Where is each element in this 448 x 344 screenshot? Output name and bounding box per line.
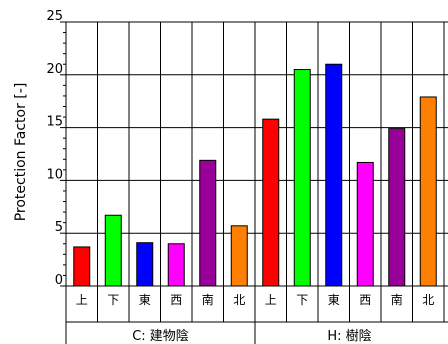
category-label: 北 <box>233 293 245 307</box>
bar <box>104 214 122 287</box>
y-tick-label: 25 <box>46 9 63 24</box>
category-label: 下 <box>296 293 308 307</box>
y-tick-label: 5 <box>55 220 63 235</box>
group-label: C: 建物陰 <box>132 329 189 344</box>
group-label: H: 樹陰 <box>327 329 371 344</box>
bar <box>167 243 185 287</box>
category-label: 南 <box>391 292 403 307</box>
axes <box>60 21 448 344</box>
category-label: 北 <box>422 293 434 307</box>
bar <box>73 246 91 287</box>
category-label: 東 <box>139 293 151 307</box>
y-tick-label: 15 <box>46 115 63 130</box>
bar <box>388 128 406 287</box>
y-tick-label: 0 <box>55 273 63 288</box>
category-label: 西 <box>359 293 371 307</box>
category-label: 東 <box>328 293 340 307</box>
category-label: 上 <box>265 293 277 307</box>
bar <box>356 161 374 287</box>
bar <box>230 225 248 287</box>
y-tick-label: 10 <box>46 167 63 182</box>
bar <box>325 63 343 287</box>
category-label: 南 <box>202 292 214 307</box>
bar <box>262 118 280 287</box>
bar <box>419 96 437 287</box>
grid-lines <box>66 21 448 344</box>
category-label: 下 <box>107 293 119 307</box>
bar <box>293 69 311 287</box>
bar <box>136 242 154 287</box>
bar <box>199 159 217 287</box>
category-label: 上 <box>76 293 88 307</box>
y-axis-label: Protection Factor [-] <box>13 83 29 222</box>
labels: 0 5 10 15 20 25 上 下 東 西 南 北 上 下 東 西 南 北 C: 建物陰 H: 樹陰 <box>46 9 434 344</box>
y-tick-label: 20 <box>46 62 63 77</box>
category-label: 西 <box>170 293 182 307</box>
